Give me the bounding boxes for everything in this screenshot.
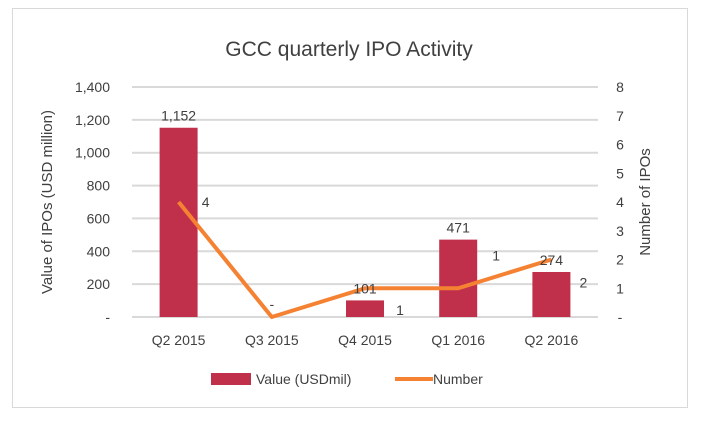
y-axis-label: Value of IPOs (USD million) bbox=[39, 110, 56, 294]
bar-data-label: 274 bbox=[540, 252, 564, 268]
y2-tick-label: 2 bbox=[616, 252, 624, 268]
chart-title: GCC quarterly IPO Activity bbox=[225, 38, 473, 61]
line-data-label: 1 bbox=[396, 302, 404, 318]
bar-data-label: 1,152 bbox=[161, 108, 196, 124]
x-tick-label: Q4 2015 bbox=[338, 332, 392, 348]
bar bbox=[439, 239, 478, 317]
y-tick-label: 400 bbox=[87, 243, 111, 259]
bar bbox=[346, 300, 384, 317]
y-tick-label: 200 bbox=[87, 276, 111, 292]
y-tick-label: 600 bbox=[87, 210, 111, 226]
x-tick-label: Q1 2016 bbox=[431, 332, 485, 348]
legend-label-number: Number bbox=[433, 371, 483, 387]
line-data-label: 2 bbox=[580, 275, 588, 291]
y2-tick-label: 5 bbox=[616, 165, 624, 181]
line-data-label: - bbox=[269, 296, 274, 312]
x-tick-label: Q3 2015 bbox=[245, 332, 299, 348]
legend-label-value: Value (USDmil) bbox=[256, 371, 351, 387]
number-line bbox=[177, 200, 552, 319]
y2-tick-label: 3 bbox=[616, 223, 624, 239]
y2-tick-label: - bbox=[618, 309, 623, 325]
chart-frame bbox=[12, 8, 688, 408]
x-tick-label: Q2 2015 bbox=[152, 332, 206, 348]
line-data-label: 4 bbox=[202, 194, 210, 210]
y-tick-label: 1,000 bbox=[75, 145, 110, 161]
y-tick-label: 1,400 bbox=[75, 79, 110, 95]
bar bbox=[532, 271, 571, 317]
legend-swatch-value bbox=[211, 373, 251, 385]
line-data-label: 1 bbox=[492, 247, 500, 263]
y2-tick-label: 7 bbox=[616, 108, 624, 124]
y-tick-label: 800 bbox=[87, 178, 111, 194]
y2-tick-label: 1 bbox=[616, 280, 624, 296]
bar bbox=[159, 127, 198, 317]
bar-data-label: 471 bbox=[447, 220, 471, 236]
y2-tick-label: 4 bbox=[616, 194, 624, 210]
y2-axis-label: Number of IPOs bbox=[637, 148, 654, 256]
y2-tick-label: 8 bbox=[616, 79, 624, 95]
x-tick-label: Q2 2016 bbox=[525, 332, 579, 348]
bar-data-label: 101 bbox=[353, 280, 377, 296]
y-tick-label: - bbox=[105, 309, 110, 325]
y-tick-label: 1,200 bbox=[75, 112, 110, 128]
y2-tick-label: 6 bbox=[616, 137, 624, 153]
